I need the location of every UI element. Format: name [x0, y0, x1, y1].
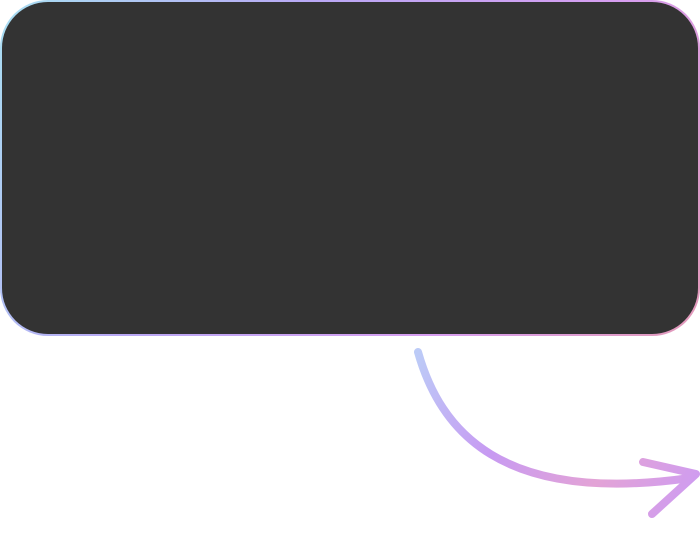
dark-card-border	[0, 0, 700, 336]
dark-card	[2, 2, 698, 334]
